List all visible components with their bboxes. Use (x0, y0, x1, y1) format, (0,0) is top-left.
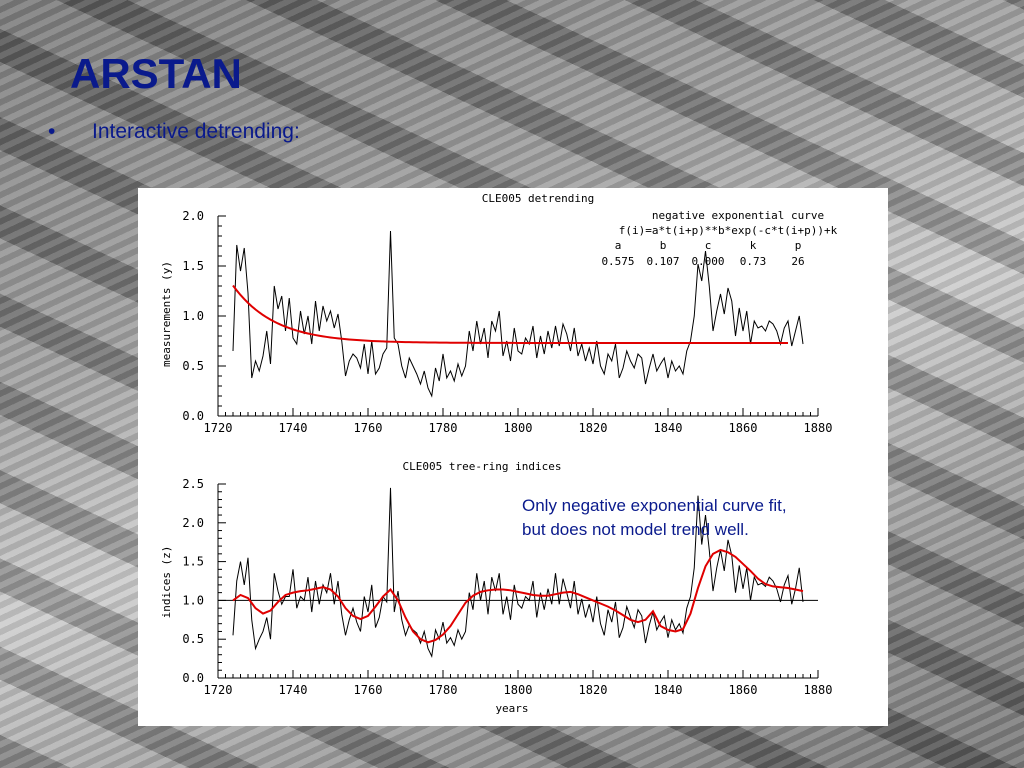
y-tick-label: 0.0 (182, 671, 204, 685)
bullet-text: Interactive detrending: (92, 120, 300, 143)
param-value: 26 (791, 255, 804, 268)
x-tick-label: 1820 (579, 421, 608, 435)
x-axis-label: years (495, 702, 528, 715)
param-value: 0.107 (646, 255, 679, 268)
x-tick-label: 1720 (204, 421, 233, 435)
note-line2: but does not model trend well. (522, 520, 749, 539)
param-name: p (795, 239, 802, 252)
param-value: 0.000 (691, 255, 724, 268)
slide-title: ARSTAN (70, 50, 242, 97)
y-axis-label: indices (z) (160, 546, 173, 619)
x-tick-label: 1840 (654, 421, 683, 435)
param-name: k (750, 239, 757, 252)
y-tick-label: 1.5 (182, 259, 204, 273)
bullet-item: • Interactive detrending: (48, 120, 300, 144)
exponential-fit-series (232, 284, 789, 344)
detrending-chart: CLE005 detrending negative exponential c… (160, 192, 838, 435)
bullet-icon: • (48, 120, 56, 143)
y-tick-label: 0.5 (182, 632, 204, 646)
param-name: a (615, 239, 622, 252)
x-tick-label: 1840 (654, 683, 683, 697)
y-tick-label: 2.0 (182, 516, 204, 530)
equation-line2: f(i)=a*t(i+p)**b*exp(-c*t(i+p))+k (619, 224, 838, 237)
chart-panel: CLE005 detrending negative exponential c… (138, 188, 888, 726)
annotation-note: Only negative exponential curve fit, but… (522, 494, 787, 542)
x-tick-label: 1780 (429, 421, 458, 435)
chart-title: CLE005 detrending (482, 192, 595, 205)
x-tick-label: 1820 (579, 683, 608, 697)
y-tick-label: 1.0 (182, 309, 204, 323)
indices-chart: CLE005 tree-ring indices indices (z) yea… (160, 460, 832, 715)
x-tick-label: 1800 (504, 421, 533, 435)
x-tick-label: 1860 (729, 683, 758, 697)
param-name: b (660, 239, 667, 252)
param-value: 0.575 (601, 255, 634, 268)
x-tick-label: 1880 (804, 421, 833, 435)
charts-svg: CLE005 detrending negative exponential c… (160, 192, 838, 715)
x-tick-label: 1740 (279, 421, 308, 435)
y-tick-label: 0.0 (182, 409, 204, 423)
x-tick-label: 1880 (804, 683, 833, 697)
x-tick-label: 1720 (204, 683, 233, 697)
note-line1: Only negative exponential curve fit, (522, 496, 787, 515)
y-tick-label: 1.5 (182, 555, 204, 569)
x-tick-label: 1780 (429, 683, 458, 697)
equation-params: a 0.575 b 0.107 c 0.000 k 0.73 p 26 (601, 239, 804, 268)
x-tick-label: 1740 (279, 683, 308, 697)
equation-line1: negative exponential curve (652, 209, 824, 222)
y-tick-label: 2.5 (182, 477, 204, 491)
y-tick-label: 1.0 (182, 593, 204, 607)
measurements-series (232, 230, 804, 398)
x-tick-label: 1760 (354, 683, 383, 697)
indices-series (232, 487, 804, 658)
param-value: 0.73 (740, 255, 767, 268)
param-name: c (705, 239, 712, 252)
x-tick-label: 1800 (504, 683, 533, 697)
smoothing-spline-series (232, 548, 804, 644)
y-tick-label: 2.0 (182, 209, 204, 223)
y-tick-label: 0.5 (182, 359, 204, 373)
chart-title: CLE005 tree-ring indices (403, 460, 562, 473)
x-tick-label: 1760 (354, 421, 383, 435)
y-axis-label: measurements (y) (160, 261, 173, 367)
x-tick-label: 1860 (729, 421, 758, 435)
